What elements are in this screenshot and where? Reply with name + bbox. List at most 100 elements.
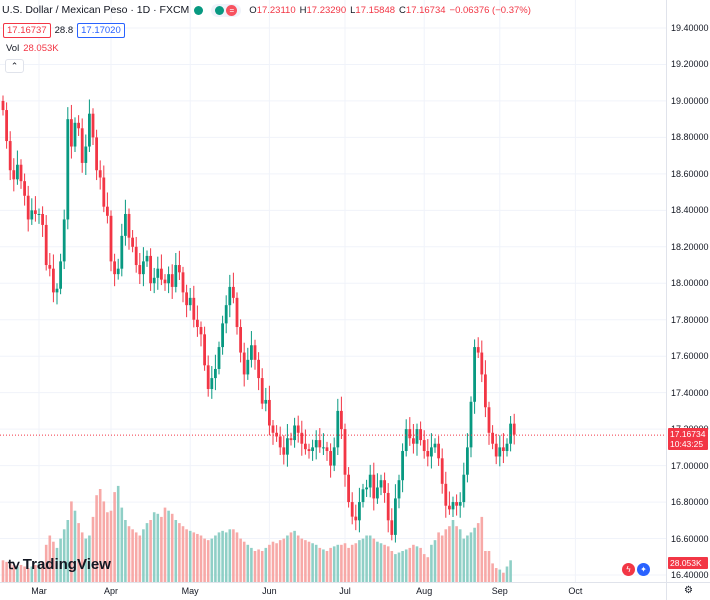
candle: [44, 215, 48, 271]
candle-body: [174, 265, 178, 287]
lightning-icon[interactable]: ϟ: [622, 563, 635, 576]
candle: [210, 366, 214, 399]
price-axis[interactable]: 19.40000 19.20000 19.00000 18.80000 18.60000…: [666, 0, 710, 582]
volume-bar: [372, 538, 376, 582]
volume-bar: [77, 523, 80, 582]
volume-bar: [260, 551, 264, 582]
candle-body: [264, 399, 268, 404]
candle-body: [311, 447, 314, 452]
volume-bar: [145, 523, 149, 582]
candle-body: [451, 502, 455, 510]
candle: [134, 236, 138, 273]
volume-bar: [134, 532, 138, 582]
indicator-pill[interactable]: =: [211, 3, 242, 17]
volume-bar: [473, 527, 476, 582]
candle-body: [124, 213, 127, 236]
candle-body: [206, 365, 210, 390]
candle-body: [160, 268, 163, 280]
candle-body: [296, 425, 300, 433]
candle-body: [95, 137, 98, 171]
candle: [484, 360, 487, 418]
volume-bar: [322, 549, 325, 582]
candle: [250, 331, 253, 368]
volume-bar: [217, 532, 221, 582]
candle-body: [224, 305, 228, 324]
candle: [322, 433, 325, 456]
volume-bar: [224, 532, 228, 582]
volume-bar: [329, 547, 332, 582]
candle-body: [512, 423, 516, 435]
candle-body: [196, 319, 199, 328]
market-status-dot-icon: [194, 5, 204, 15]
candle-body: [34, 210, 37, 214]
candle-body: [253, 345, 257, 360]
candle: [142, 247, 145, 287]
volume-bar: [433, 540, 437, 582]
volume-bar: [242, 541, 246, 582]
volume-bar: [282, 538, 286, 582]
candle: [343, 423, 347, 487]
candle: [109, 210, 113, 272]
volume-bar: [271, 541, 275, 582]
open-value: 17.23110: [256, 4, 296, 16]
candle: [228, 274, 232, 318]
volume-bar: [239, 538, 242, 582]
volume-bar: [509, 560, 512, 582]
candle: [41, 206, 44, 237]
candle: [332, 437, 336, 472]
candle: [48, 252, 52, 277]
candle-body: [257, 359, 260, 379]
settings-gear-icon[interactable]: ⚙: [684, 585, 693, 596]
tradingview-mark-icon: 𝗍𝗏: [8, 556, 20, 572]
candle-body: [372, 474, 376, 499]
us-flag-icon[interactable]: ✦: [637, 563, 650, 576]
volume-bar: [127, 526, 131, 582]
candle: [192, 285, 196, 328]
volume-bar: [16, 566, 19, 582]
volume-bar: [318, 547, 322, 582]
candle-body: [383, 480, 386, 493]
volume-bar: [268, 544, 271, 582]
candle: [394, 484, 397, 543]
high-label: H: [299, 4, 307, 16]
change-value: −0.06376 (−0.37%): [449, 4, 531, 16]
candle-body: [412, 438, 415, 444]
candle: [257, 352, 260, 391]
bar-countdown: 10:43:25: [670, 439, 704, 449]
ask-button[interactable]: 17.17020: [77, 23, 125, 38]
symbol-title[interactable]: U.S. Dollar / Mexican Peso · 1D · FXCM: [0, 4, 189, 16]
candle-body: [329, 451, 332, 466]
candle: [365, 479, 368, 497]
candle-body: [41, 213, 44, 225]
volume-bar: [70, 501, 73, 582]
low-label: L: [350, 4, 356, 16]
close-value: 17.16734: [405, 4, 446, 16]
candle: [98, 160, 102, 190]
candle-body: [66, 119, 70, 220]
volume-bar: [44, 544, 48, 582]
time-axis[interactable]: Mar Apr May Jun Jul Aug Sep Oct: [0, 582, 666, 600]
volume-bar: [41, 561, 44, 582]
volume-bar: [455, 526, 458, 582]
close-label: C: [399, 4, 406, 16]
candle-body: [386, 492, 390, 521]
candle-body: [217, 347, 221, 369]
volume-bar: [48, 535, 52, 582]
price-chart[interactable]: [0, 0, 666, 582]
bid-button[interactable]: 17.16737: [3, 23, 51, 38]
volume-bar: [289, 532, 293, 582]
volume-bar: [286, 535, 289, 582]
volume-bar: [149, 520, 152, 582]
tradingview-logo[interactable]: 𝗍𝗏 TradingView: [8, 556, 111, 573]
candle-body: [203, 334, 206, 366]
candle-body: [59, 261, 62, 289]
volume-bar: [422, 554, 426, 582]
y-tick-label: 17.60000: [671, 351, 709, 362]
collapse-legend-button[interactable]: ⌃: [5, 59, 24, 73]
candle: [116, 258, 120, 280]
volume-bar: [185, 529, 188, 582]
candle: [293, 417, 296, 448]
volume-bar: [307, 541, 311, 582]
volume-bar: [386, 546, 390, 582]
candle-body: [163, 279, 167, 284]
